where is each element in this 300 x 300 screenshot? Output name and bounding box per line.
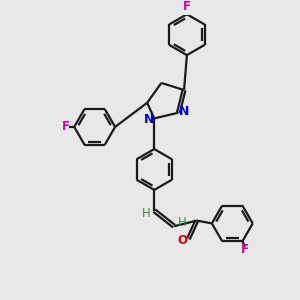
Text: F: F (183, 0, 191, 13)
Text: N: N (179, 105, 189, 118)
Text: N: N (144, 113, 154, 126)
Text: F: F (62, 120, 70, 134)
Text: H: H (142, 207, 151, 220)
Text: F: F (242, 242, 249, 256)
Text: H: H (178, 216, 186, 229)
Text: O: O (177, 234, 187, 247)
